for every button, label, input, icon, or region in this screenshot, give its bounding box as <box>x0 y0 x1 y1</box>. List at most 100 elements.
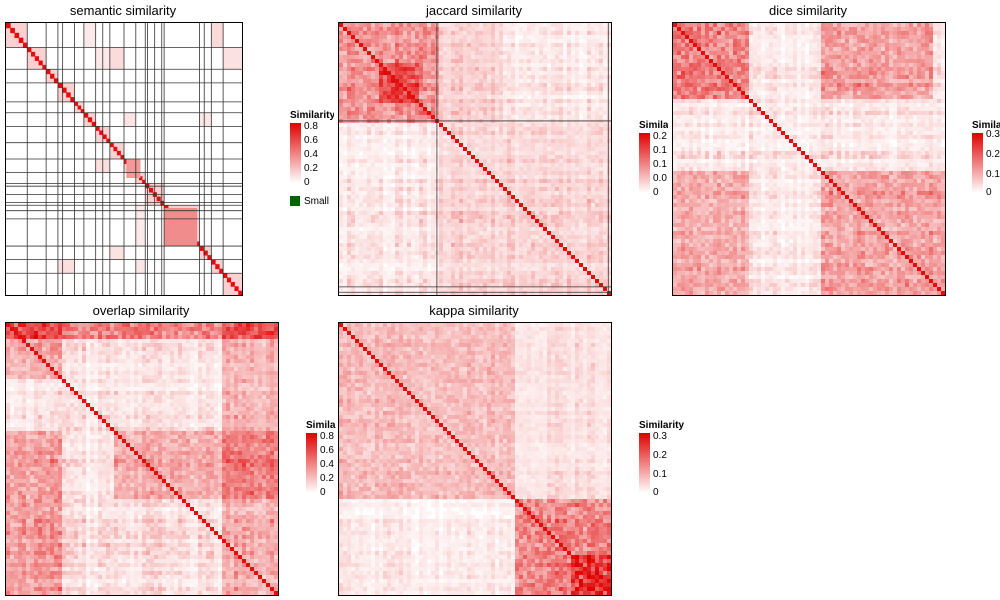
heatmap-cell <box>347 279 352 284</box>
heatmap-cell <box>527 111 532 116</box>
heatmap-cell <box>355 75 360 80</box>
heatmap-cell <box>347 183 352 188</box>
heatmap-cell <box>917 23 922 28</box>
heatmap-cell <box>587 107 592 112</box>
heatmap-cell <box>503 23 508 28</box>
heatmap-cell <box>591 187 596 192</box>
heatmap-cell <box>507 251 512 256</box>
heatmap-cell <box>543 231 548 236</box>
heatmap-cell <box>371 155 376 160</box>
heatmap-cell <box>395 223 400 228</box>
heatmap-cell <box>371 175 376 180</box>
heatmap-cell <box>359 255 364 260</box>
heatmap-cell <box>447 59 452 64</box>
heatmap-cell <box>523 115 528 120</box>
heatmap-cell <box>579 279 584 284</box>
heatmap-cell <box>543 215 548 220</box>
heatmap-cell <box>483 187 488 192</box>
heatmap-cell <box>591 271 596 276</box>
heatmap-cell <box>491 279 496 284</box>
heatmap-cell <box>607 267 611 272</box>
heatmap-cell <box>515 223 520 228</box>
heatmap-cell <box>383 39 388 44</box>
heatmap-cell <box>563 259 568 264</box>
heatmap-cell <box>427 247 432 252</box>
heatmap-cell <box>571 287 576 292</box>
heatmap-cell <box>575 279 580 284</box>
heatmap-cell <box>391 31 396 36</box>
heatmap-cell <box>531 279 536 284</box>
heatmap-cell <box>411 199 416 204</box>
heatmap-cell <box>395 131 400 136</box>
heatmap-cell <box>467 27 472 32</box>
heatmap-cell <box>403 131 408 136</box>
heatmap-cell <box>575 103 580 108</box>
heatmap-cell <box>487 211 492 216</box>
heatmap-cell <box>575 271 580 276</box>
heatmap-cell <box>479 263 484 268</box>
heatmap-cell <box>503 59 508 64</box>
heatmap-cell <box>599 199 604 204</box>
heatmap-cell <box>383 107 388 112</box>
heatmap-cell <box>571 267 576 272</box>
heatmap-cell <box>403 263 408 268</box>
legend-tick: 0 <box>653 187 659 198</box>
heatmap-cell <box>583 147 588 152</box>
heatmap-cell <box>515 259 520 264</box>
heatmap-cell <box>211 23 224 48</box>
heatmap-cell <box>447 283 452 288</box>
heatmap-cell <box>499 79 504 84</box>
heatmap-cell <box>355 43 360 48</box>
heatmap-cell <box>351 191 356 196</box>
heatmap-cell <box>371 59 376 64</box>
heatmap-cell <box>415 255 420 260</box>
heatmap-cell <box>419 175 424 180</box>
heatmap-cell <box>463 271 468 276</box>
heatmap-cell <box>567 243 572 248</box>
heatmap-cell <box>375 271 380 276</box>
heatmap-cell <box>375 167 380 172</box>
heatmap-cell <box>351 259 356 264</box>
heatmap-cell <box>511 195 516 200</box>
heatmap-cell <box>591 55 596 60</box>
heatmap-cell <box>603 219 608 224</box>
heatmap-cell <box>407 95 412 100</box>
heatmap-cell <box>467 91 472 96</box>
heatmap-cell <box>411 267 416 272</box>
heatmap-cell <box>599 183 604 188</box>
heatmap-cell <box>563 135 568 140</box>
heatmap-cell <box>403 227 408 232</box>
heatmap-cell <box>893 27 898 32</box>
heatmap-cell <box>685 39 690 44</box>
heatmap-cell <box>603 275 608 280</box>
heatmap-cell <box>499 207 504 212</box>
heatmap-cell <box>543 191 548 196</box>
heatmap-cell <box>483 107 488 112</box>
heatmap-cell <box>455 147 460 152</box>
heatmap-cell <box>411 171 416 176</box>
heatmap-cell <box>567 175 572 180</box>
heatmap-cell <box>343 127 348 132</box>
heatmap-cell <box>551 151 556 156</box>
heatmap-cell <box>681 23 686 28</box>
heatmap-cell <box>479 103 484 108</box>
heatmap-cell <box>587 139 592 144</box>
heatmap-cell <box>599 123 604 128</box>
heatmap-cell <box>583 187 588 192</box>
heatmap-cell <box>475 183 480 188</box>
heatmap-cell <box>359 31 364 36</box>
heatmap-cell <box>539 91 544 96</box>
heatmap-cell <box>571 55 576 60</box>
heatmap-cell <box>583 291 588 295</box>
heatmap-cell <box>455 23 460 28</box>
heatmap-cell <box>339 207 344 212</box>
heatmap-cell <box>587 27 592 32</box>
heatmap-cell <box>371 127 376 132</box>
heatmap-cell <box>387 111 392 116</box>
heatmap-cell <box>483 231 488 236</box>
heatmap-cell <box>419 159 424 164</box>
heatmap-cell <box>407 127 412 132</box>
heatmap-cell <box>423 255 428 260</box>
heatmap-cell <box>339 267 344 272</box>
heatmap-cell <box>471 155 476 160</box>
